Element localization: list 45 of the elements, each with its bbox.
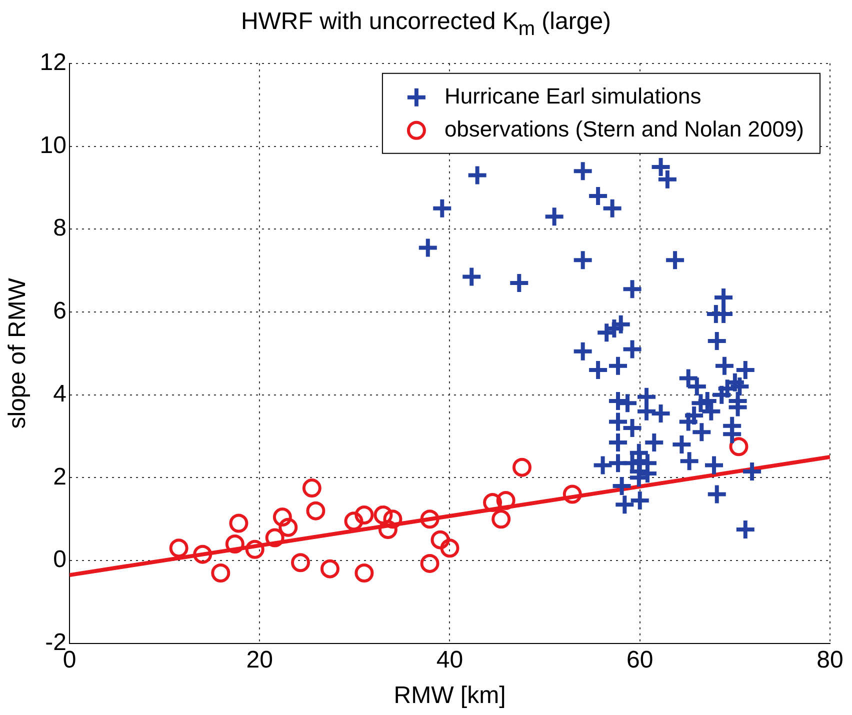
point (562, 484, 582, 504)
y-axis-title: slope of RMW (4, 278, 32, 429)
legend-label: Hurricane Earl simulations (444, 83, 702, 108)
y-tick-label: 4 (53, 380, 66, 408)
point (245, 540, 264, 559)
y-tick-label: 8 (53, 214, 66, 242)
point (320, 559, 340, 578)
x-tick-label: 60 (626, 646, 654, 674)
point (229, 514, 248, 533)
y-tick-label: 6 (53, 298, 66, 325)
y-tick-label: 0 (53, 546, 66, 574)
x-tick-label: 80 (816, 646, 844, 674)
point (729, 437, 748, 456)
point (430, 530, 450, 550)
x-tick-label: 20 (246, 646, 273, 674)
point (496, 490, 516, 510)
x-tick-label: 40 (436, 646, 464, 674)
point (272, 508, 292, 527)
point (378, 520, 398, 539)
x-axis-title: RMW [km] (394, 682, 506, 710)
point (374, 505, 393, 524)
y-tick-label: 12 (40, 49, 66, 76)
point (278, 518, 298, 537)
point (193, 544, 212, 564)
y-tick-label: 2 (53, 463, 66, 490)
legend-label: observations (Stern and Nolan 2009) (444, 116, 804, 142)
point (440, 538, 460, 558)
point (420, 510, 440, 529)
point (354, 563, 374, 582)
point (354, 505, 374, 524)
point (420, 554, 440, 573)
point (265, 528, 284, 548)
point (169, 538, 188, 558)
point (291, 553, 310, 572)
y-tick-label: 10 (40, 132, 66, 159)
point (306, 501, 326, 520)
point (512, 458, 532, 477)
point (302, 478, 322, 498)
point (344, 512, 364, 531)
point (483, 493, 502, 512)
point (225, 534, 244, 554)
point (492, 510, 511, 529)
chart-title: HWRF with uncorrected K$_{m}$ (large) (240, 8, 612, 41)
point (383, 510, 402, 529)
point (211, 563, 230, 582)
